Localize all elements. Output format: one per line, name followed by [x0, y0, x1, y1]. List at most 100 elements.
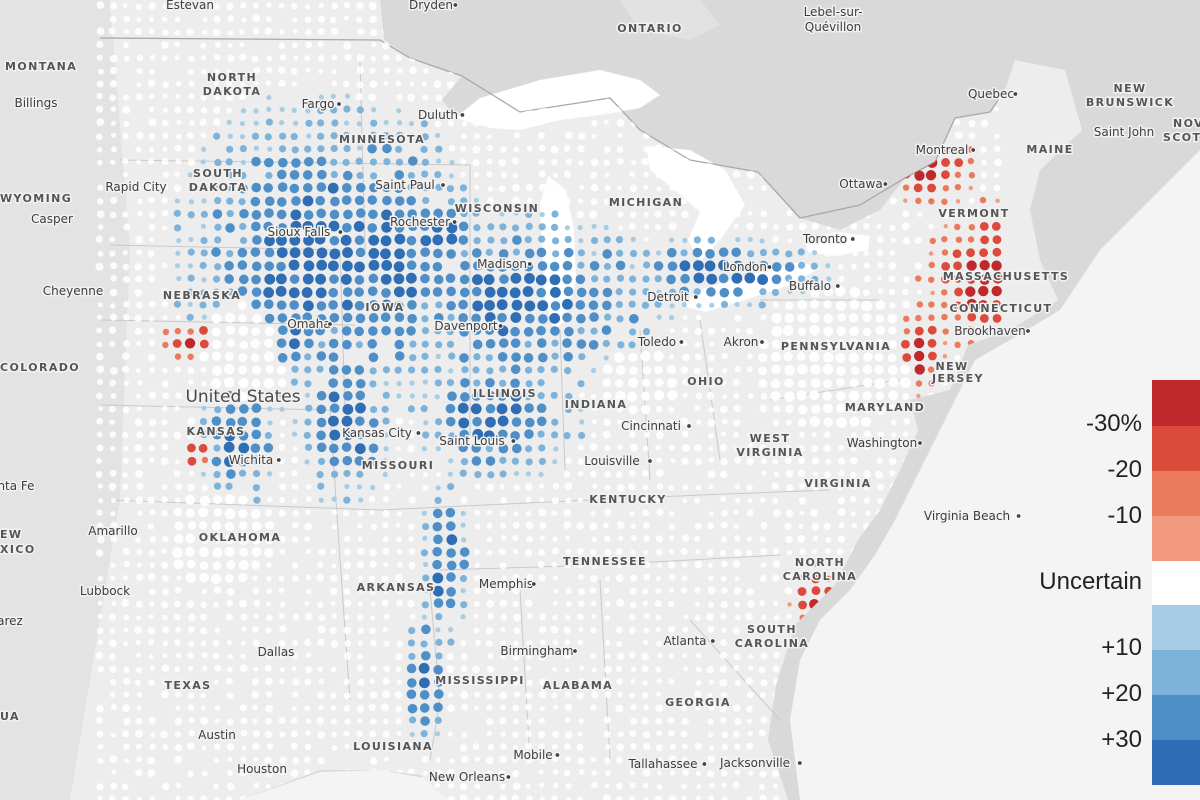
change-dot [329, 403, 340, 413]
change-dot [357, 640, 364, 646]
legend-swatch-loss-5 [1152, 516, 1200, 561]
change-dot [605, 640, 611, 646]
change-dot [382, 627, 388, 633]
change-dot [162, 132, 169, 139]
change-dot [474, 756, 480, 762]
change-dot [435, 341, 443, 349]
change-dot [148, 391, 157, 400]
change-dot [757, 352, 768, 363]
change-dot [395, 522, 401, 528]
change-dot [395, 573, 403, 582]
change-dot [406, 195, 416, 206]
change-dot [292, 418, 298, 425]
change-dot [241, 17, 247, 23]
change-dot [565, 600, 572, 607]
change-dot [733, 404, 741, 413]
change-dot [513, 511, 519, 517]
change-dot [472, 428, 484, 440]
change-dot [798, 404, 808, 415]
change-dot [888, 288, 896, 296]
change-dot [902, 300, 911, 309]
change-dot [176, 133, 182, 140]
change-dot [200, 716, 209, 725]
change-dot [602, 249, 612, 259]
change-dot [446, 249, 456, 259]
change-dot [342, 158, 350, 167]
change-dot [758, 260, 769, 271]
change-dot [524, 429, 534, 439]
change-dot [510, 312, 522, 323]
change-dot [785, 301, 794, 310]
change-dot [630, 236, 636, 242]
change-dot [343, 469, 351, 478]
change-dot [978, 300, 989, 311]
change-dot [694, 497, 701, 504]
change-dot [954, 119, 961, 126]
change-dot [863, 470, 871, 478]
change-dot [822, 363, 834, 375]
change-dot [330, 93, 336, 99]
change-dot [564, 482, 573, 491]
change-dot [784, 313, 795, 324]
change-dot [459, 145, 467, 152]
change-dot [369, 15, 377, 24]
change-dot [148, 601, 155, 608]
change-dot [500, 120, 506, 126]
change-dot [304, 522, 313, 531]
change-dot [382, 366, 391, 374]
change-dot [173, 559, 184, 570]
change-dot [511, 457, 519, 465]
change-dot [314, 233, 326, 245]
change-dot [811, 275, 819, 284]
change-dot [409, 731, 415, 737]
change-dot [809, 351, 820, 363]
change-dot [915, 197, 922, 205]
change-dot [525, 313, 535, 324]
change-dot [394, 209, 405, 220]
change-dot [888, 275, 896, 283]
change-dot [305, 41, 313, 49]
change-dot [460, 665, 468, 673]
change-dot [925, 170, 937, 181]
change-dot [212, 209, 223, 219]
change-dot [263, 548, 274, 558]
change-dot [267, 146, 273, 152]
change-dot [291, 42, 298, 49]
change-dot [136, 548, 143, 555]
change-dot [367, 339, 378, 349]
change-dot [237, 286, 248, 296]
change-dot [474, 470, 482, 479]
change-dot [640, 350, 651, 362]
change-dot [823, 417, 833, 427]
change-dot [240, 756, 247, 763]
change-dot [965, 286, 976, 297]
change-dot [239, 236, 248, 245]
change-dot [237, 300, 247, 310]
change-dot [485, 627, 494, 635]
change-dot [510, 390, 522, 402]
change-dot [357, 627, 365, 635]
change-dot [746, 170, 755, 179]
change-dot [136, 81, 142, 88]
change-dot [266, 562, 272, 569]
change-dot [797, 469, 806, 478]
change-dot [564, 651, 572, 660]
change-dot [279, 458, 285, 465]
change-dot [721, 627, 727, 634]
change-dot [565, 131, 573, 140]
change-dot [211, 313, 222, 324]
change-dot [499, 379, 507, 387]
change-dot [822, 403, 833, 414]
change-dot [848, 338, 859, 349]
change-dot [565, 392, 573, 401]
change-dot [292, 757, 300, 765]
change-dot [135, 769, 143, 777]
change-dot [421, 614, 427, 620]
change-dot [604, 576, 611, 582]
change-dot [264, 247, 275, 258]
change-dot [96, 40, 104, 49]
change-dot [747, 392, 754, 399]
change-dot [149, 509, 156, 516]
change-dot [485, 717, 494, 726]
